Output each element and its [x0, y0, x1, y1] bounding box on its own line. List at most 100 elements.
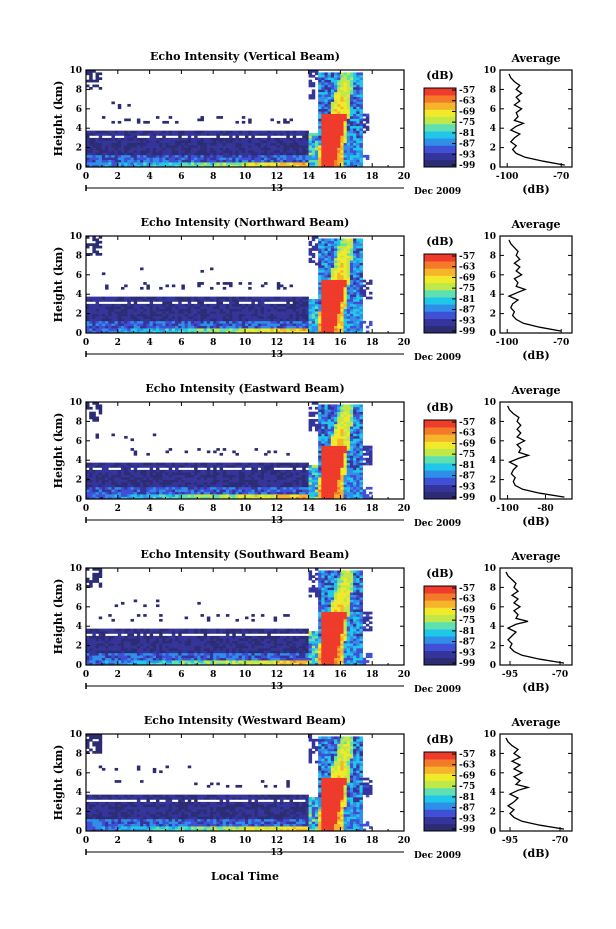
heatmap-cell [334, 457, 338, 461]
heatmap-cell [302, 145, 306, 148]
heatmap-cell [124, 157, 128, 161]
heatmap-cell [286, 308, 290, 312]
heatmap-cell [308, 243, 313, 246]
heatmap-cell [95, 140, 100, 144]
heatmap-cell [257, 137, 262, 141]
heatmap-cell [86, 159, 90, 163]
heatmap-cell [276, 318, 281, 322]
heatmap-cell [165, 313, 169, 317]
heatmap-cells [86, 236, 373, 334]
heatmap-cell [334, 103, 338, 107]
heatmap-cell [327, 274, 332, 278]
heatmap-cell [286, 318, 290, 322]
heatmap-cell [175, 157, 179, 161]
heatmap-cell [133, 323, 138, 327]
heatmap-cell [133, 308, 138, 312]
heatmap-cell [124, 494, 128, 497]
heatmap-cell [219, 496, 224, 500]
heatmap-cell [190, 462, 195, 466]
heatmap-cell [318, 484, 322, 488]
heatmap-cell [337, 128, 341, 131]
heatmap-cell [359, 328, 363, 331]
heatmap-panel-1: Echo Intensity (Vertical Beam)0 2 4 6 8 10 12 1… [52, 50, 461, 197]
heatmap-cell [311, 82, 316, 85]
heatmap-cell [232, 308, 236, 312]
heatmap-cell [279, 318, 284, 322]
heatmap-cell [219, 316, 224, 319]
heatmap-cell [251, 159, 255, 163]
heatmap-cell [289, 154, 293, 158]
heatmap-cell [149, 150, 154, 153]
heatmap-cell [194, 154, 198, 158]
heatmap-cell [86, 157, 90, 161]
heatmap-cell [95, 474, 100, 478]
heatmap-cell [251, 323, 255, 327]
heatmap-cell [324, 423, 328, 427]
heatmap-cell [117, 162, 122, 165]
heatmap-cell [299, 154, 303, 158]
heatmap-cell [346, 86, 351, 90]
heatmap-cell [216, 133, 220, 136]
heatmap-cell [210, 159, 214, 163]
heatmap-cell [286, 135, 290, 139]
heatmap-cell [124, 303, 128, 307]
heatmap-cell [143, 482, 147, 485]
heatmap-cell [206, 474, 211, 478]
heatmap-cell [279, 474, 284, 478]
heatmap-cell [251, 145, 255, 148]
heatmap-cell [146, 284, 150, 288]
heatmap-cell [216, 448, 220, 451]
heatmap-cell [318, 443, 322, 446]
heatmap-cell [359, 108, 363, 112]
heatmap-cell [289, 140, 293, 144]
heatmap-cell [292, 472, 297, 476]
heatmap-cell [286, 303, 290, 307]
heatmap-cell [311, 157, 316, 161]
heatmap-cell [254, 484, 259, 488]
heatmap-cell [130, 486, 134, 490]
heatmap-cell [276, 140, 281, 144]
heatmap-cell [165, 164, 169, 168]
heatmap-cell [200, 472, 204, 476]
heatmap-cell [365, 157, 370, 161]
heatmap-cell [321, 325, 325, 329]
heatmap-cell [165, 484, 169, 488]
heatmap-cell [264, 142, 268, 146]
heatmap-cell [311, 147, 316, 151]
heatmap-cell [311, 467, 316, 471]
heatmap-cell [162, 150, 166, 153]
heatmap-cell [267, 469, 271, 473]
heatmap-cell [337, 328, 341, 331]
heatmap-cell [334, 477, 338, 480]
heatmap-cell [171, 482, 176, 485]
heatmap-cell [108, 318, 112, 322]
heatmap-cell [146, 320, 150, 324]
heatmap-cell [136, 328, 141, 331]
heatmap-cell [146, 142, 150, 146]
heatmap-cell [305, 303, 309, 307]
heatmap-cell [337, 118, 341, 122]
heatmap-cell [327, 86, 332, 90]
heatmap-cell [89, 164, 93, 168]
heatmap-cell [203, 494, 208, 497]
heatmap-cell [359, 291, 363, 295]
heatmap-cell [267, 462, 271, 466]
heatmap-cell [353, 101, 357, 105]
heatmap-cell [235, 477, 239, 480]
heatmap-cell [171, 311, 176, 314]
heatmap-cell [229, 482, 233, 485]
heatmap-cell [181, 462, 185, 466]
heatmap-cell [311, 91, 316, 95]
heatmap-cell [302, 299, 306, 302]
heatmap-cell [216, 316, 220, 319]
heatmap-cell [213, 482, 217, 485]
heatmap-cell [86, 147, 90, 151]
heatmap-cell [283, 157, 287, 161]
heatmap-cell [175, 320, 179, 324]
heatmap-cell [95, 320, 100, 324]
heatmap-cell [334, 72, 338, 76]
heatmap-cell [283, 296, 287, 300]
heatmap-cell [184, 142, 189, 146]
heatmap-cell [159, 482, 163, 485]
heatmap-cell [327, 96, 332, 100]
